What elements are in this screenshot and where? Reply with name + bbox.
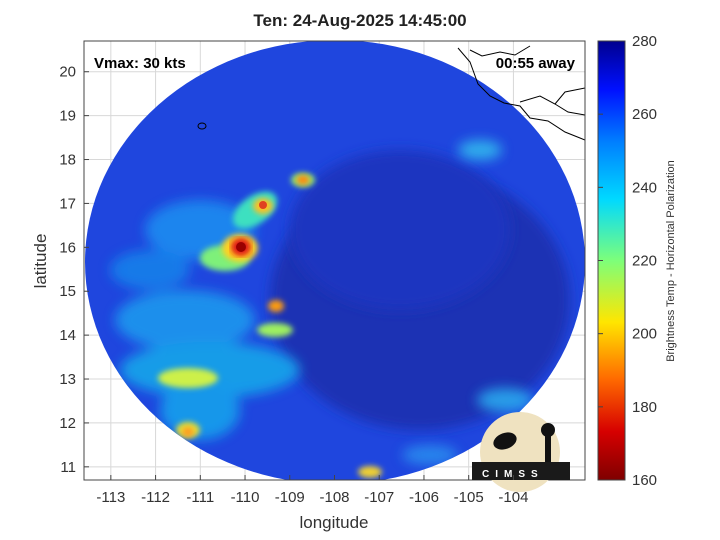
colorbar-tick-label: 220 [632,253,657,270]
x-tick-label: -107 [364,489,394,506]
x-axis-label: longitude [299,513,368,532]
y-tick-label: 15 [59,283,76,300]
colorbar-tick-label: 260 [632,106,657,123]
map-title: Ten: 24-Aug-2025 14:45:00 [253,11,467,30]
x-axis-ticks: -113 -112 -111 -110 -109 -108 -107 -106 -105 -104 [96,475,528,506]
y-tick-label: 13 [59,371,76,388]
microwave-swath [85,41,585,480]
y-tick-label: 12 [59,415,76,432]
colorbar-tick-label: 240 [632,179,657,196]
vmax-label: Vmax: 30 kts [94,55,186,72]
time-away-label: 00:55 away [496,55,576,72]
x-tick-label: -109 [275,489,305,506]
cimss-logo: CIMSS [472,412,570,492]
colorbar: 280 260 240 220 200 180 160 Brightness Temp - … [597,33,677,489]
x-tick-label: -106 [409,489,439,506]
y-tick-label: 14 [59,327,76,344]
y-tick-label: 19 [59,108,76,125]
colorbar-tick-label: 280 [632,33,657,50]
x-tick-label: -113 [96,489,125,506]
y-tick-label: 18 [59,152,76,169]
x-tick-label: -104 [498,489,528,506]
y-tick-label: 20 [59,64,76,81]
x-tick-label: -111 [186,489,214,506]
svg-text:CIMSS: CIMSS [482,469,544,480]
colorbar-tick-label: 180 [632,399,657,416]
coastline [197,45,585,141]
y-axis-label: latitude [31,234,50,289]
x-tick-label: -108 [319,489,349,506]
colorbar-label: Brightness Temp - Horizontal Polarizatio… [665,160,677,362]
colorbar-tick-label: 160 [632,472,657,489]
x-tick-label: -105 [454,489,484,506]
y-tick-label: 16 [59,239,76,256]
y-axis-ticks: 11 12 13 14 15 16 17 18 19 20 [59,64,89,476]
colorbar-tick-label: 200 [632,326,657,343]
y-tick-label: 17 [59,195,76,212]
x-tick-label: -112 [141,489,170,506]
y-tick-label: 11 [60,459,76,476]
x-tick-label: -110 [231,489,260,506]
